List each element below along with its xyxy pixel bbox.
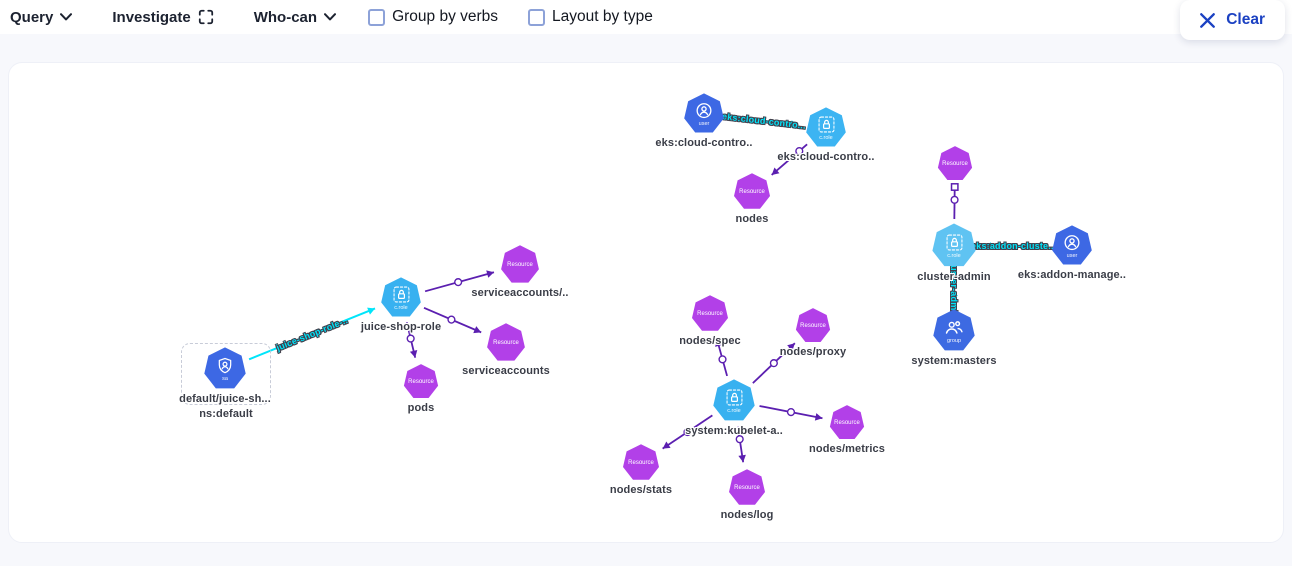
node-type-badge: c.role [947, 253, 961, 259]
edge-circle-marker [795, 146, 804, 156]
node-type-badge: Resource [507, 262, 533, 268]
node-type-badge: Resource [628, 460, 654, 466]
graph-canvas[interactable]: eks:cloud-contro... eks:addon-cluste.. clu… [8, 62, 1284, 543]
who-can-menu-label: Who-can [253, 8, 318, 26]
edge-arrowhead [715, 339, 723, 347]
toolbar: Query Investigate Who-can Group by verbs… [0, 0, 1292, 34]
edge-arrowhead [486, 270, 494, 278]
role-lock-icon [816, 114, 837, 135]
edge-arrowhead [367, 307, 376, 315]
clear-button[interactable]: Clear [1180, 0, 1285, 40]
edge-arrowhead [771, 167, 780, 175]
node-type-badge: sa [222, 375, 228, 382]
edge-arrowhead [787, 343, 795, 351]
node-type-badge: c.role [819, 135, 833, 141]
shield-person-icon [215, 356, 235, 376]
node-label: nodes/spec [679, 335, 741, 347]
edge-arrowhead [814, 413, 823, 421]
query-menu-label: Query [10, 8, 54, 26]
node-label: nodes/proxy [779, 346, 847, 358]
edge-circle-marker [950, 195, 959, 204]
chevron-down-icon [60, 13, 73, 21]
node-type-badge: Resource [734, 485, 760, 491]
node-label: nodes [735, 213, 769, 225]
edge-square-marker [950, 183, 959, 191]
investigate-button[interactable]: Investigate [112, 9, 213, 26]
node-type-badge: group [946, 337, 962, 344]
node-type-badge: Resource [697, 311, 723, 317]
investigate-label: Investigate [112, 8, 191, 26]
node-type-badge: c.role [394, 305, 408, 311]
clear-button-label: Clear [1226, 11, 1265, 28]
user-icon [694, 101, 714, 121]
edge-circle-marker [718, 355, 727, 364]
graph-edges-layer [248, 115, 1047, 463]
edge-arrowhead [662, 441, 671, 449]
edge-arrowhead [409, 349, 418, 358]
node-label: juice-shop-role [360, 321, 442, 333]
fullscreen-icon [198, 9, 214, 25]
edge-circle-marker [454, 278, 463, 287]
node-label: eks:cloud-contro.. [655, 137, 753, 149]
node-type-badge: Resource [834, 420, 860, 426]
node-label: eks:addon-manage.. [1017, 269, 1127, 281]
node-label: serviceaccounts [462, 365, 550, 377]
edge-circle-marker [769, 359, 778, 368]
role-lock-icon [391, 284, 412, 305]
node-type-badge: Resource [739, 189, 765, 195]
edge-arrowhead [950, 295, 958, 302]
node-label: nodes/log [720, 509, 774, 521]
close-icon [1200, 12, 1216, 28]
edge-circle-marker [735, 435, 744, 444]
group-by-verbs-checkbox[interactable] [368, 8, 386, 26]
edge-arrowhead [473, 326, 482, 334]
role-lock-icon [724, 387, 745, 408]
layout-by-type-label: Layout by type [552, 8, 653, 25]
node-type-badge: Resource [942, 161, 968, 167]
node-label: eks:cloud-contro.. [777, 151, 875, 163]
node-type-badge: user [698, 120, 710, 127]
node-type-badge: c.role [727, 408, 741, 414]
node-label: pods [407, 402, 435, 414]
namespace-group-label: ns:default [199, 408, 253, 420]
query-menu[interactable]: Query [10, 8, 73, 26]
layout-by-type-checkbox[interactable] [528, 8, 546, 26]
node-label: nodes/metrics [809, 443, 885, 455]
edge-arrowhead [738, 454, 746, 463]
chevron-down-icon [324, 13, 337, 21]
role-lock-icon [944, 232, 965, 253]
group-by-verbs-option: Group by verbs [368, 8, 498, 26]
layout-by-type-option: Layout by type [528, 8, 653, 26]
namespace-group-box[interactable] [181, 343, 271, 405]
graph-edge [728, 115, 799, 126]
who-can-menu[interactable]: Who-can [253, 8, 337, 26]
node-type-badge: user [1066, 252, 1078, 259]
group-by-verbs-label: Group by verbs [392, 8, 499, 25]
edge-arrowhead [790, 120, 799, 128]
edge-arrowhead [984, 242, 991, 250]
node-label: cluster-admin [917, 271, 991, 283]
node-type-badge: Resource [493, 340, 519, 346]
node-label: nodes/stats [609, 484, 673, 496]
node-label: default/juice-sh... [179, 393, 271, 405]
user-icon [1062, 233, 1082, 253]
node-label: system:kubelet-a.. [685, 425, 783, 437]
node-type-badge: Resource [800, 323, 826, 329]
edge-circle-marker [406, 334, 415, 343]
edge-label[interactable]: eks:addon-cluste.. [971, 241, 1054, 251]
edge-circle-marker [786, 407, 796, 417]
edge-circle-marker [447, 315, 456, 324]
group-icon [943, 318, 965, 338]
node-label: system:masters [911, 355, 997, 367]
edge-circle-marker [683, 427, 692, 437]
node-type-badge: Resource [408, 379, 434, 385]
node-label: serviceaccounts/.. [471, 287, 569, 299]
